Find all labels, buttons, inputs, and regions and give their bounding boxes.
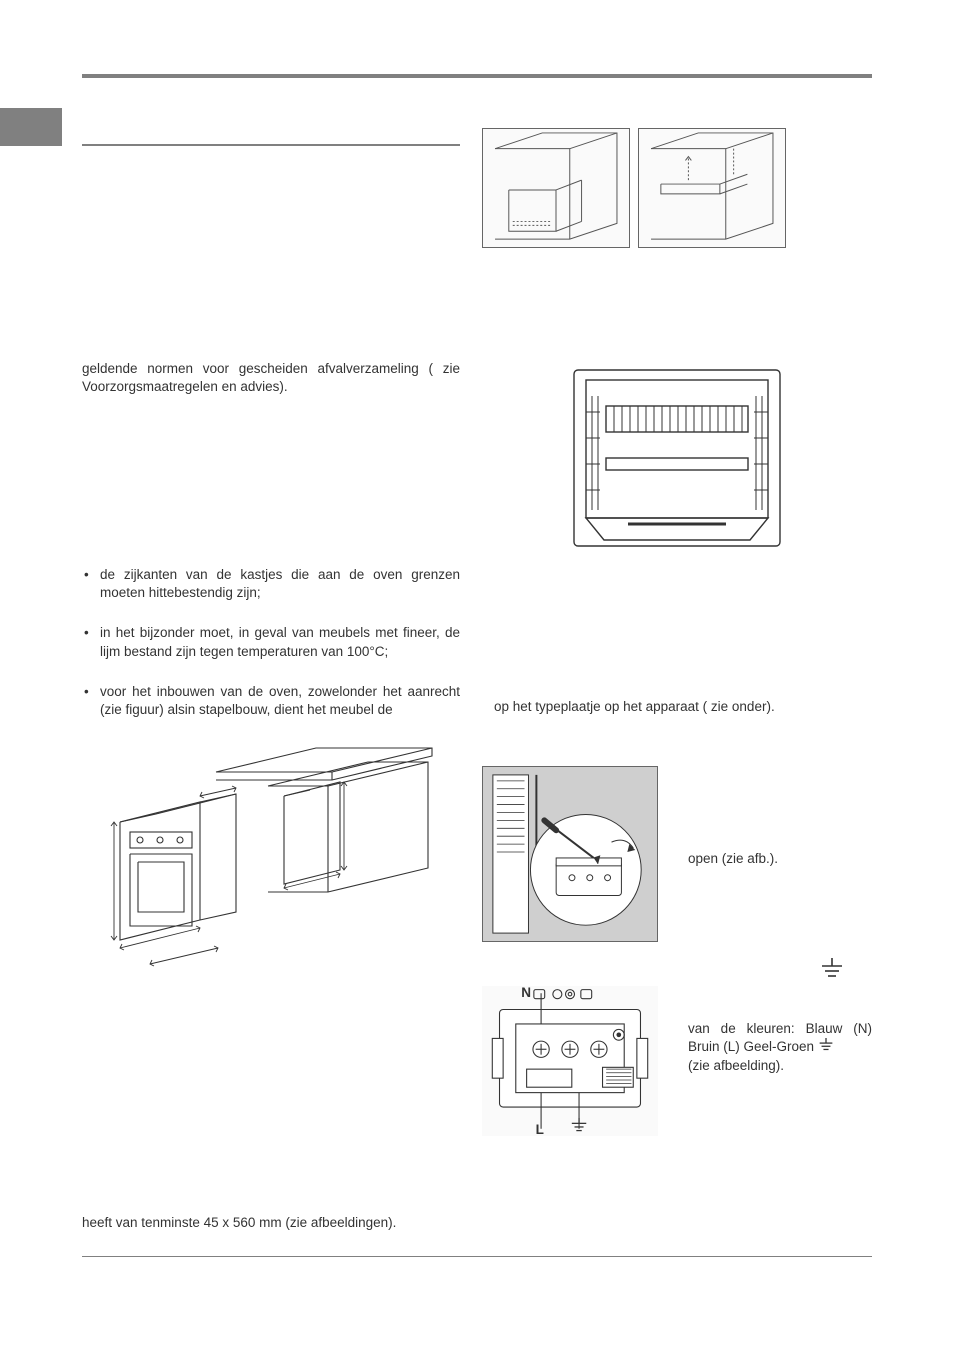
bullet-3: voor het inbouwen van de oven, zowelonde… xyxy=(82,683,460,719)
line-colors: van de kleuren: Blauw (N) Bruin (L) Geel… xyxy=(688,1020,872,1076)
colors-text-a: van de kleuren: Blauw (N) Bruin (L) Geel… xyxy=(688,1021,872,1054)
page: geldende normen voor gescheiden afvalver… xyxy=(0,0,954,1350)
line-open: open (zie afb.). xyxy=(688,850,858,868)
side-tab xyxy=(0,108,62,146)
colors-text-b: (zie afbeelding). xyxy=(688,1058,784,1073)
figure-isometric-cabinet xyxy=(96,742,442,990)
line-typeplate: op het typeplaatje op het apparaat ( zie… xyxy=(494,698,872,716)
para-dimensions: heeft van tenminste 45 x 560 mm (zie afb… xyxy=(82,1214,460,1232)
figure-cabinet-vent-2 xyxy=(638,128,786,248)
figure-oven-front xyxy=(568,364,786,552)
bullet-list: de zijkanten van de kastjes die aan de o… xyxy=(82,566,460,741)
para-waste: geldende normen voor gescheiden afvalver… xyxy=(82,360,460,396)
figure-terminal-wiring: N L xyxy=(482,986,658,1136)
ground-icon-inline xyxy=(818,1038,834,1057)
ground-icon xyxy=(820,958,844,985)
rule-bottom xyxy=(82,1256,872,1257)
bullet-1: de zijkanten van de kastjes die aan de o… xyxy=(82,566,460,602)
figure-cabinet-vent-1 xyxy=(482,128,630,248)
terminal-N-label: N xyxy=(521,986,531,1000)
rule-top xyxy=(82,74,872,78)
bullet-2: in het bijzonder moet, in geval van meub… xyxy=(82,624,460,660)
rule-sub xyxy=(82,144,460,146)
figure-terminal-open xyxy=(482,766,658,942)
terminal-L-label: L xyxy=(536,1122,544,1136)
